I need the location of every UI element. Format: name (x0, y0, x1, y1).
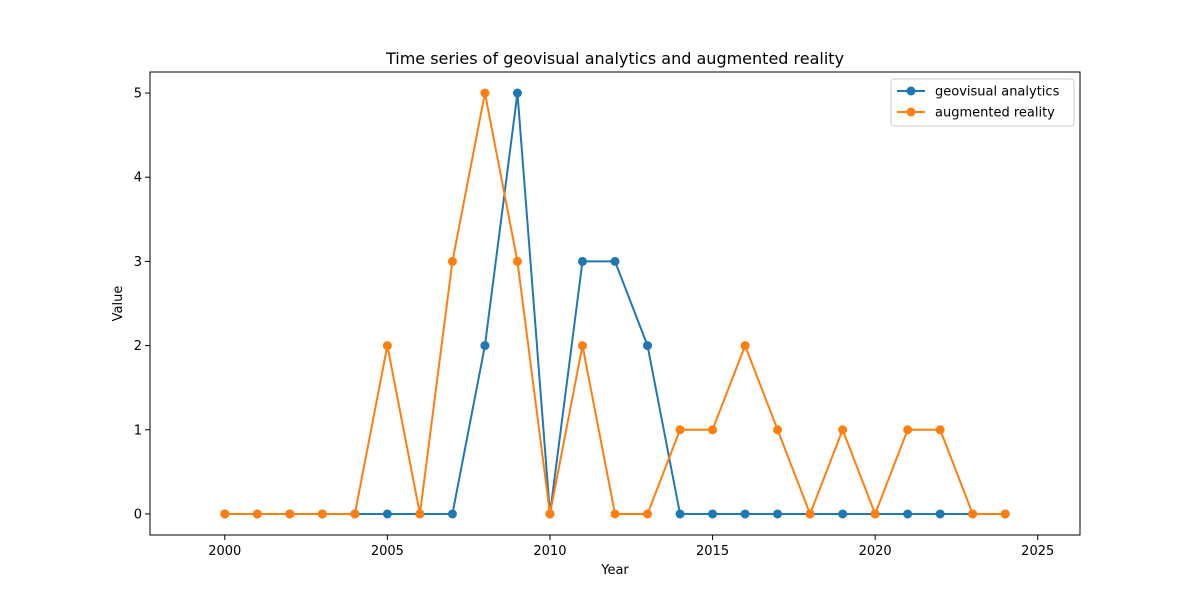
data-point (382, 509, 392, 519)
data-point (577, 256, 587, 266)
y-axis-title: Value (111, 286, 126, 322)
data-point (675, 425, 685, 435)
y-tick-label: 1 (134, 423, 142, 438)
x-axis-title: Year (600, 563, 629, 578)
legend: geovisual analytics augmented reality (890, 78, 1075, 127)
data-point (935, 509, 945, 519)
y-tick-label: 4 (134, 171, 142, 186)
data-point (1000, 509, 1010, 519)
data-point (610, 509, 620, 519)
data-point (838, 425, 848, 435)
y-tick-label: 0 (134, 507, 142, 522)
data-point (447, 256, 457, 266)
data-point (643, 509, 653, 519)
data-point (740, 509, 750, 519)
data-point (252, 509, 262, 519)
data-point (708, 509, 718, 519)
data-point (480, 341, 490, 351)
legend-frame (890, 78, 1075, 127)
data-point (382, 341, 392, 351)
data-point (447, 509, 457, 519)
data-point (773, 425, 783, 435)
legend-marker (906, 107, 916, 117)
legend-entry: geovisual analytics (897, 85, 1060, 100)
plot-area (149, 71, 1081, 536)
data-point (708, 425, 718, 435)
data-point (512, 88, 522, 98)
x-axis: 2000 2005 2010 2015 2020 2025 (208, 535, 1054, 559)
series-layer (220, 88, 1010, 519)
x-tick-label: 2025 (1021, 544, 1054, 559)
data-point (577, 341, 587, 351)
data-point (415, 509, 425, 519)
x-tick-label: 2015 (696, 544, 729, 559)
data-point (773, 509, 783, 519)
legend-label: geovisual analytics (935, 85, 1060, 100)
data-point (220, 509, 230, 519)
y-tick-label: 3 (134, 255, 142, 270)
data-point (285, 509, 295, 519)
data-point (870, 509, 880, 519)
x-tick-label: 2000 (208, 544, 241, 559)
data-point (643, 341, 653, 351)
data-point (480, 88, 490, 98)
data-point (350, 509, 360, 519)
y-axis: 0 1 2 3 4 5 (134, 87, 150, 522)
data-point (545, 509, 555, 519)
data-point (317, 509, 327, 519)
x-tick-label: 2020 (859, 544, 892, 559)
plot-frame (149, 71, 1081, 536)
x-tick-label: 2010 (533, 544, 566, 559)
data-point (968, 509, 978, 519)
series-1 (220, 88, 1010, 519)
data-point (903, 509, 913, 519)
data-point (903, 425, 913, 435)
chart-title: Time series of geovisual analytics and a… (385, 49, 844, 68)
legend-entry: augmented reality (897, 106, 1055, 121)
y-tick-label: 5 (134, 87, 142, 102)
data-point (675, 509, 685, 519)
data-point (838, 509, 848, 519)
legend-label: augmented reality (935, 106, 1055, 121)
data-point (935, 425, 945, 435)
data-point (610, 256, 620, 266)
x-tick-label: 2005 (371, 544, 404, 559)
y-tick-label: 2 (134, 339, 142, 354)
data-point (740, 341, 750, 351)
data-point (512, 256, 522, 266)
legend-marker (906, 86, 916, 96)
data-point (805, 509, 815, 519)
